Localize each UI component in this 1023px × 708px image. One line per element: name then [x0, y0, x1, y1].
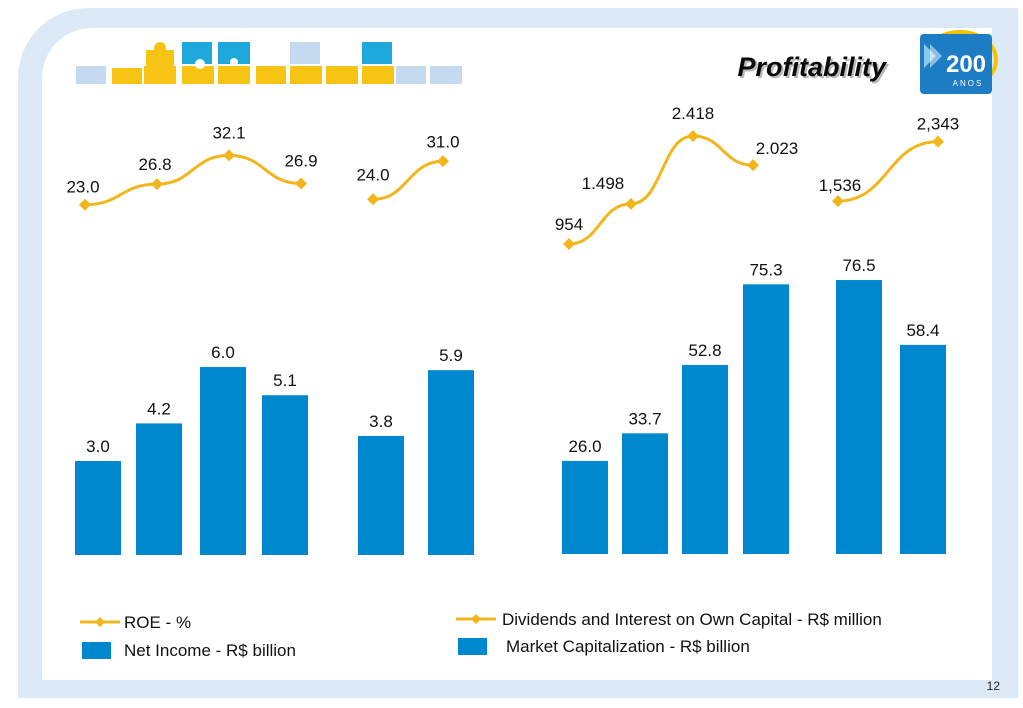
left-line-value-label: 23.0	[66, 178, 99, 197]
left-line-marker	[151, 178, 163, 191]
market-cap-legend-swatch	[458, 638, 487, 655]
right-line-marker	[832, 195, 844, 208]
right-bar-value-label: 33.7	[628, 409, 661, 428]
left-bar-value-label: 6.0	[211, 343, 235, 362]
left-line-value-label: 24.0	[356, 165, 389, 184]
left-bar-2007	[262, 395, 308, 555]
left-line-value-label: 26.9	[284, 152, 317, 171]
page-number: 12	[986, 679, 1000, 693]
right-bar-2006	[682, 364, 728, 554]
logo-subtext: ANOS	[953, 79, 984, 88]
left-line-marker	[437, 155, 449, 168]
roe-legend-label: ROE - %	[124, 613, 192, 632]
roe-net-income-chart: 3.020044.220056.020065.120073.89M075.99M…	[66, 123, 474, 570]
right-bar-value-label: 75.3	[749, 260, 782, 279]
left-line-segment-2	[372, 159, 444, 201]
left-x-tick-label: 2005	[140, 568, 178, 570]
right-bar-value-label: 52.8	[688, 341, 721, 360]
page-title: Profitability	[737, 52, 886, 82]
right-line-value-label: 2.023	[756, 139, 799, 158]
right-line-segment-1	[568, 134, 754, 246]
right-bar-2004	[562, 460, 608, 554]
left-x-tick-label: 2007	[266, 568, 304, 570]
right-line-marker	[747, 159, 759, 172]
dividends-market-cap-chart: 26.0200433.7200552.8200675.3200776.59M07…	[555, 104, 960, 554]
left-bar-value-label: 5.9	[439, 346, 463, 365]
dividends-legend-label: Dividends and Interest on Own Capital - …	[502, 610, 882, 629]
net-income-legend-swatch	[82, 642, 111, 659]
left-bar-value-label: 3.0	[86, 437, 110, 456]
right-bar-value-label: 76.5	[842, 256, 875, 275]
right-line-marker	[932, 135, 944, 148]
net-income-legend-label: Net Income - R$ billion	[124, 641, 296, 660]
right-line-marker	[563, 238, 575, 251]
left-x-tick-label: 9M07	[360, 568, 403, 570]
left-bar-value-label: 3.8	[369, 412, 393, 431]
market-cap-legend-label: Market Capitalization - R$ billion	[506, 637, 750, 656]
left-line-marker	[367, 193, 379, 206]
left-bar-2006	[200, 367, 246, 555]
slide-content-area	[42, 28, 992, 680]
left-x-tick-label: 2004	[79, 568, 117, 570]
right-line-marker	[687, 130, 699, 143]
right-line-marker	[625, 197, 637, 210]
roe-legend-line-swatch	[80, 617, 120, 627]
left-line-value-label: 32.1	[212, 123, 245, 142]
right-bar-2007	[743, 284, 789, 554]
left-bar-9m08	[428, 370, 474, 555]
left-line-value-label: 31.0	[426, 132, 459, 151]
right-line-value-label: 2,343	[917, 115, 960, 134]
left-line-segment-1	[84, 153, 302, 207]
right-bar-value-label: 26.0	[568, 437, 601, 456]
right-line-segment-2	[837, 140, 939, 203]
header-mosaic	[76, 42, 462, 84]
right-bar-9m08	[900, 344, 946, 554]
left-line-marker	[295, 177, 307, 190]
right-line-value-label: 1,536	[819, 176, 862, 195]
left-bar-value-label: 5.1	[273, 371, 297, 390]
left-line-value-label: 26.8	[138, 155, 171, 174]
logo-text: 200	[946, 51, 986, 78]
left-bar-2004	[75, 461, 121, 555]
right-bar-9m07	[836, 280, 882, 554]
left-x-tick-label: 2006	[204, 568, 242, 570]
right-line-value-label: 2.418	[672, 104, 715, 123]
left-bar-9m07	[358, 435, 404, 555]
left-line-marker	[79, 198, 91, 211]
left-bar-value-label: 4.2	[147, 399, 171, 418]
right-bar-value-label: 58.4	[906, 321, 939, 340]
right-bar-2005	[622, 433, 668, 554]
right-line-value-label: 954	[555, 215, 583, 234]
dividends-legend-line-swatch	[456, 614, 496, 624]
right-line-value-label: 1.498	[582, 174, 625, 193]
bicentenary-200-anos-logo: 200 ANOS	[920, 30, 998, 94]
left-bar-2005	[136, 423, 182, 555]
left-line-marker	[223, 149, 235, 162]
